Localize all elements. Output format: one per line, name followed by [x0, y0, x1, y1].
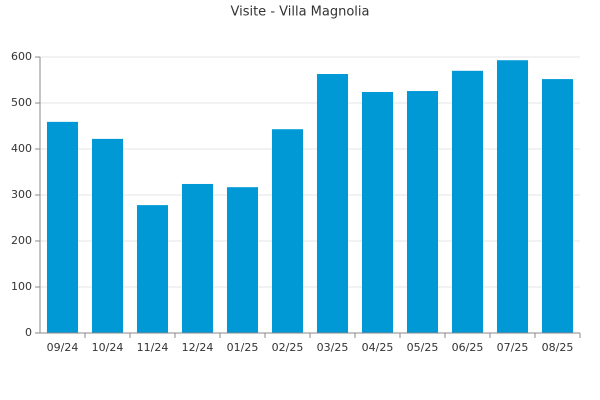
x-tick-label: 03/25: [317, 341, 349, 354]
x-tick-label: 06/25: [452, 341, 484, 354]
x-tick-label: 05/25: [407, 341, 439, 354]
x-tick-label: 08/25: [542, 341, 574, 354]
chart-title: Visite - Villa Magnolia: [230, 5, 369, 20]
bar: [541, 79, 574, 333]
y-tick-label: 600: [11, 50, 32, 63]
y-tick-label: 100: [11, 280, 32, 293]
x-tick-label: 01/25: [227, 341, 259, 354]
y-tick-label: 400: [11, 142, 32, 155]
bar: [361, 91, 394, 334]
bar: [91, 138, 124, 333]
bar: [316, 74, 349, 334]
x-tick-label: 12/24: [182, 341, 214, 354]
y-tick-label: 0: [25, 326, 32, 339]
x-tick-label: 11/24: [137, 341, 169, 354]
bar: [406, 91, 439, 333]
x-tick-label: 02/25: [272, 341, 304, 354]
y-tick-label: 300: [11, 188, 32, 201]
y-tick-label: 200: [11, 234, 32, 247]
x-tick-label: 04/25: [362, 341, 394, 354]
y-tick-label: 500: [11, 96, 32, 109]
x-tick-label: 09/24: [47, 341, 79, 354]
x-tick-label: 07/25: [497, 341, 529, 354]
bar: [451, 70, 484, 334]
bar: [181, 183, 214, 333]
bar: [496, 60, 529, 333]
bar: [271, 129, 304, 333]
x-tick-label: 10/24: [92, 341, 124, 354]
bar: [136, 205, 169, 333]
bar: [46, 121, 79, 333]
bar: [226, 187, 259, 333]
